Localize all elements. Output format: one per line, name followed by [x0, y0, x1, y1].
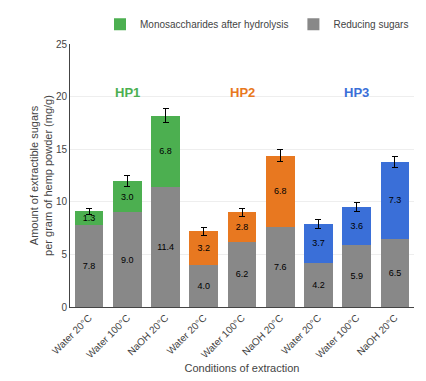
svg-text:20: 20 — [56, 91, 68, 102]
svg-text:7.3: 7.3 — [389, 195, 402, 205]
svg-text:4.0: 4.0 — [198, 281, 211, 291]
svg-text:5.9: 5.9 — [350, 271, 363, 281]
svg-text:11.4: 11.4 — [157, 242, 174, 252]
svg-text:3.6: 3.6 — [350, 221, 363, 231]
svg-text:2.8: 2.8 — [236, 222, 249, 232]
svg-text:9.0: 9.0 — [121, 255, 134, 265]
svg-text:6.8: 6.8 — [159, 146, 172, 156]
svg-text:Water 100°C: Water 100°C — [199, 312, 247, 360]
svg-text:3.0: 3.0 — [121, 192, 134, 202]
svg-text:Water 20°C: Water 20°C — [50, 312, 94, 356]
svg-text:Monosaccharides after hydrolys: Monosaccharides after hydrolysis — [140, 19, 288, 30]
svg-text:0: 0 — [61, 302, 67, 313]
svg-text:7.8: 7.8 — [83, 261, 96, 271]
svg-text:Water 100°C: Water 100°C — [314, 312, 362, 360]
svg-text:Amount of extractible sugarspe: Amount of extractible sugarsper gram of … — [28, 95, 54, 256]
svg-text:Water 100°C: Water 100°C — [84, 312, 132, 360]
svg-text:10: 10 — [56, 196, 68, 207]
svg-text:6.2: 6.2 — [236, 269, 249, 279]
svg-text:Water 20°C: Water 20°C — [165, 312, 209, 356]
svg-text:6.8: 6.8 — [274, 186, 287, 196]
svg-text:Reducing sugars: Reducing sugars — [333, 19, 408, 30]
svg-text:7.6: 7.6 — [274, 262, 287, 272]
svg-text:6.5: 6.5 — [389, 268, 402, 278]
svg-text:NaOH 20°C: NaOH 20°C — [125, 312, 170, 357]
svg-text:1.3: 1.3 — [83, 213, 96, 223]
svg-text:3.2: 3.2 — [198, 243, 211, 253]
svg-text:3.7: 3.7 — [312, 238, 325, 248]
svg-text:HP1: HP1 — [115, 85, 140, 100]
svg-text:HP2: HP2 — [230, 85, 255, 100]
svg-text:4.2: 4.2 — [312, 280, 325, 290]
svg-text:Water 20°C: Water 20°C — [279, 312, 323, 356]
svg-text:NaOH 20°C: NaOH 20°C — [355, 312, 400, 357]
svg-text:NaOH 20°C: NaOH 20°C — [240, 312, 285, 357]
svg-text:HP3: HP3 — [344, 85, 369, 100]
svg-text:15: 15 — [56, 144, 68, 155]
svg-text:25: 25 — [56, 39, 68, 50]
svg-text:5: 5 — [61, 249, 67, 260]
svg-text:Conditions of extraction: Conditions of extraction — [185, 362, 300, 374]
